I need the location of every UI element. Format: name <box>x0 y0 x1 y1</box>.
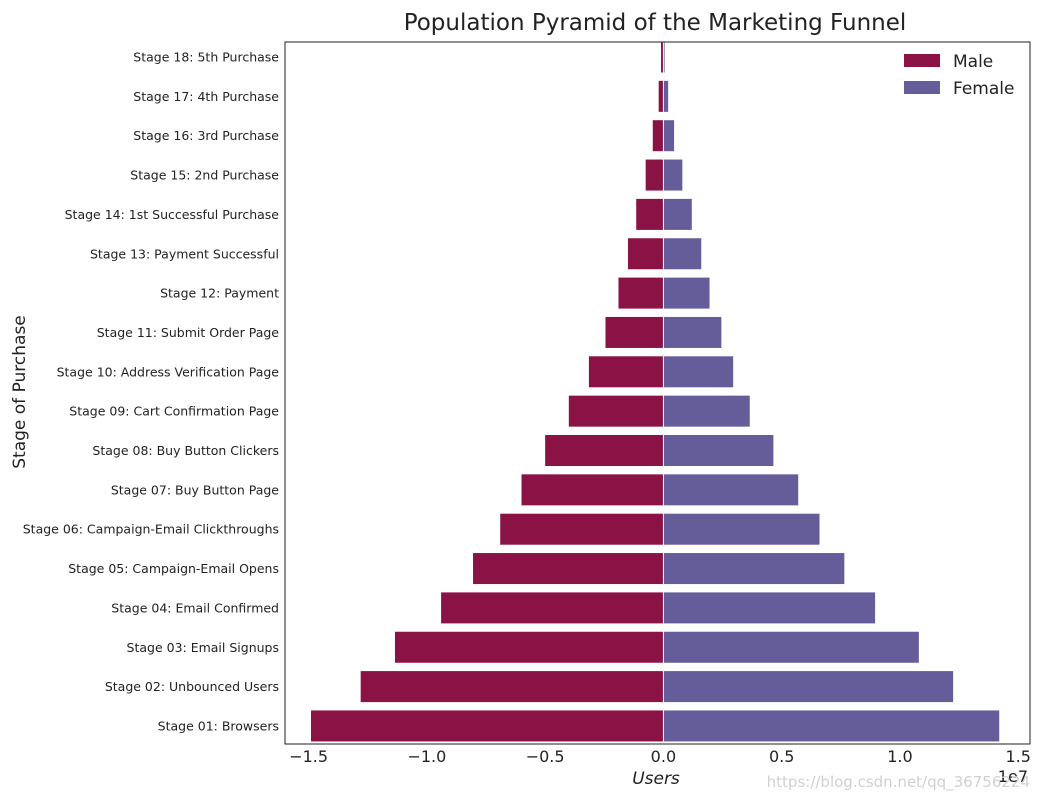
bar-male <box>618 277 664 309</box>
bar-female <box>663 592 876 624</box>
x-tick-label: −0.5 <box>526 747 565 766</box>
category-label: Stage 17: 4th Purchase <box>133 89 279 104</box>
bar-male <box>605 316 664 348</box>
category-label: Stage 01: Browsers <box>158 718 279 733</box>
watermark-text: https://blog.csdn.net/qq_36756224 <box>767 773 1030 792</box>
bar-female <box>663 41 665 73</box>
y-axis-title: Stage of Purchase <box>10 315 30 469</box>
legend-label-male: Male <box>953 52 993 72</box>
bar-female <box>663 553 845 585</box>
category-label: Stage 05: Campaign-Email Opens <box>68 561 279 576</box>
bar-male <box>652 120 664 152</box>
bar-male <box>311 710 664 742</box>
bar-male <box>658 80 664 112</box>
bar-female <box>663 435 774 466</box>
bar-female <box>663 474 799 506</box>
x-tick-label: −1.0 <box>407 747 446 766</box>
bar-female <box>663 277 710 309</box>
x-tick-label: 0.0 <box>651 747 676 766</box>
category-labels: Stage 18: 5th Purchase Stage 17: 4th Purc… <box>23 50 280 734</box>
category-label: Stage 09: Cart Confirmation Page <box>69 404 279 419</box>
bar-male <box>568 395 664 427</box>
bar-male <box>588 356 664 388</box>
category-label: Stage 12: Payment <box>160 286 279 301</box>
legend: Male Female <box>904 52 1014 99</box>
bar-male <box>627 238 664 270</box>
category-label: Stage 18: 5th Purchase <box>133 50 279 65</box>
chart-title: Population Pyramid of the Marketing Funn… <box>404 10 907 36</box>
x-tick-label: 1.0 <box>887 747 912 766</box>
bar-female <box>663 159 683 191</box>
category-label: Stage 02: Unbounced Users <box>105 679 279 694</box>
category-label: Stage 07: Buy Button Page <box>111 482 279 497</box>
legend-swatch-female <box>904 81 940 94</box>
bar-male <box>545 435 664 466</box>
category-label: Stage 13: Payment Successful <box>90 246 279 261</box>
bar-female <box>663 671 954 703</box>
x-axis-title: Users <box>632 769 680 789</box>
bar-female <box>663 356 734 388</box>
category-label: Stage 16: 3rd Purchase <box>133 128 279 143</box>
bars-group <box>311 41 1000 744</box>
legend-label-female: Female <box>953 79 1014 99</box>
category-label: Stage 14: 1st Successful Purchase <box>65 207 280 222</box>
bar-male <box>661 41 664 73</box>
bar-male <box>473 553 664 585</box>
x-tick-label: 0.5 <box>769 747 794 766</box>
bar-male <box>441 592 664 624</box>
category-label: Stage 08: Buy Button Clickers <box>92 443 279 458</box>
bar-female <box>663 631 919 663</box>
x-axis-ticks: −1.5 −1.0 −0.5 0.0 0.5 1.0 1.5 <box>289 747 1031 766</box>
bar-male <box>360 671 664 703</box>
category-label: Stage 15: 2nd Purchase <box>130 168 279 183</box>
bar-male <box>636 198 664 230</box>
bar-male <box>394 631 664 663</box>
bar-female <box>663 710 1000 742</box>
bar-female <box>663 80 669 112</box>
bar-female <box>663 513 820 545</box>
category-label: Stage 03: Email Signups <box>127 640 279 655</box>
x-tick-label: 1.5 <box>1005 747 1030 766</box>
plot-frame <box>284 41 1031 745</box>
x-axis-offset-text: 1e7 <box>998 767 1028 786</box>
x-tick-label: −1.5 <box>289 747 328 766</box>
bar-female <box>663 238 702 270</box>
category-label: Stage 10: Address Verification Page <box>57 364 280 379</box>
legend-swatch-male <box>904 54 940 67</box>
bar-male <box>500 513 664 545</box>
bar-male <box>645 159 664 191</box>
bar-male <box>521 474 664 506</box>
bar-female <box>663 395 750 427</box>
bar-female <box>663 198 692 230</box>
bar-female <box>663 120 675 152</box>
category-label: Stage 11: Submit Order Page <box>97 325 280 340</box>
category-label: Stage 06: Campaign-Email Clickthroughs <box>23 522 279 537</box>
category-label: Stage 04: Email Confirmed <box>111 600 279 615</box>
bar-female <box>663 316 722 348</box>
